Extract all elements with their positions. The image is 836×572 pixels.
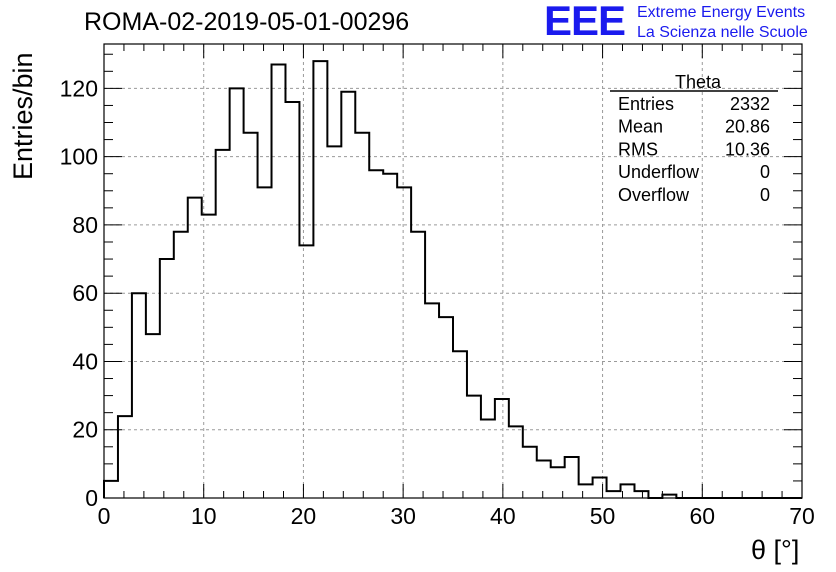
y-tick-label: 40 xyxy=(72,348,98,374)
y-tick-label: 60 xyxy=(72,280,98,306)
eee-logo: EEE xyxy=(544,0,626,44)
x-tick-label: 0 xyxy=(98,503,111,529)
stats-row-value: 0 xyxy=(760,185,770,205)
y-tick-label: 20 xyxy=(72,417,98,443)
x-tick-labels: 0 10 20 30 40 50 60 70 xyxy=(98,503,815,529)
x-tick-label: 30 xyxy=(390,503,416,529)
stats-box-title: Theta xyxy=(675,72,722,92)
y-tick-label: 80 xyxy=(72,212,98,238)
stats-row-value: 20.86 xyxy=(725,117,770,137)
plot-frame xyxy=(103,43,803,499)
stats-row-label: RMS xyxy=(618,139,658,159)
y-tick-labels: 0 20 40 60 80 100 120 xyxy=(60,75,98,511)
axis-ticks xyxy=(103,44,803,499)
logo-line-1: Extreme Energy Events xyxy=(637,4,806,21)
stats-row-label: Mean xyxy=(618,117,663,137)
x-tick-label: 70 xyxy=(789,503,815,529)
x-tick-label: 50 xyxy=(590,503,616,529)
x-tick-label: 60 xyxy=(689,503,715,529)
stats-row-label: Entries xyxy=(618,94,674,114)
y-tick-label: 0 xyxy=(85,485,98,511)
stats-row-value: 0 xyxy=(760,162,770,182)
histogram-series xyxy=(103,60,802,499)
x-tick-label: 40 xyxy=(490,503,516,529)
chart-title: ROMA-02-2019-05-01-00296 xyxy=(84,8,410,36)
x-tick-label: 20 xyxy=(291,503,317,529)
logo-line-2: La Scienza nelle Scuole xyxy=(637,24,808,41)
y-tick-label: 100 xyxy=(60,144,98,170)
grid-lines xyxy=(104,44,802,498)
stats-row-value: 2332 xyxy=(730,94,770,114)
stats-row-label: Underflow xyxy=(618,162,700,182)
stats-row-label: Overflow xyxy=(618,185,690,205)
y-tick-label: 120 xyxy=(60,75,98,101)
x-tick-label: 10 xyxy=(191,503,217,529)
x-axis-label: θ [°] xyxy=(751,535,800,565)
y-axis-label: Entries/bin xyxy=(8,52,38,180)
stats-row-value: 10.36 xyxy=(725,139,770,159)
logo-subtitle: Extreme Energy Events La Scienza nelle S… xyxy=(637,3,808,43)
